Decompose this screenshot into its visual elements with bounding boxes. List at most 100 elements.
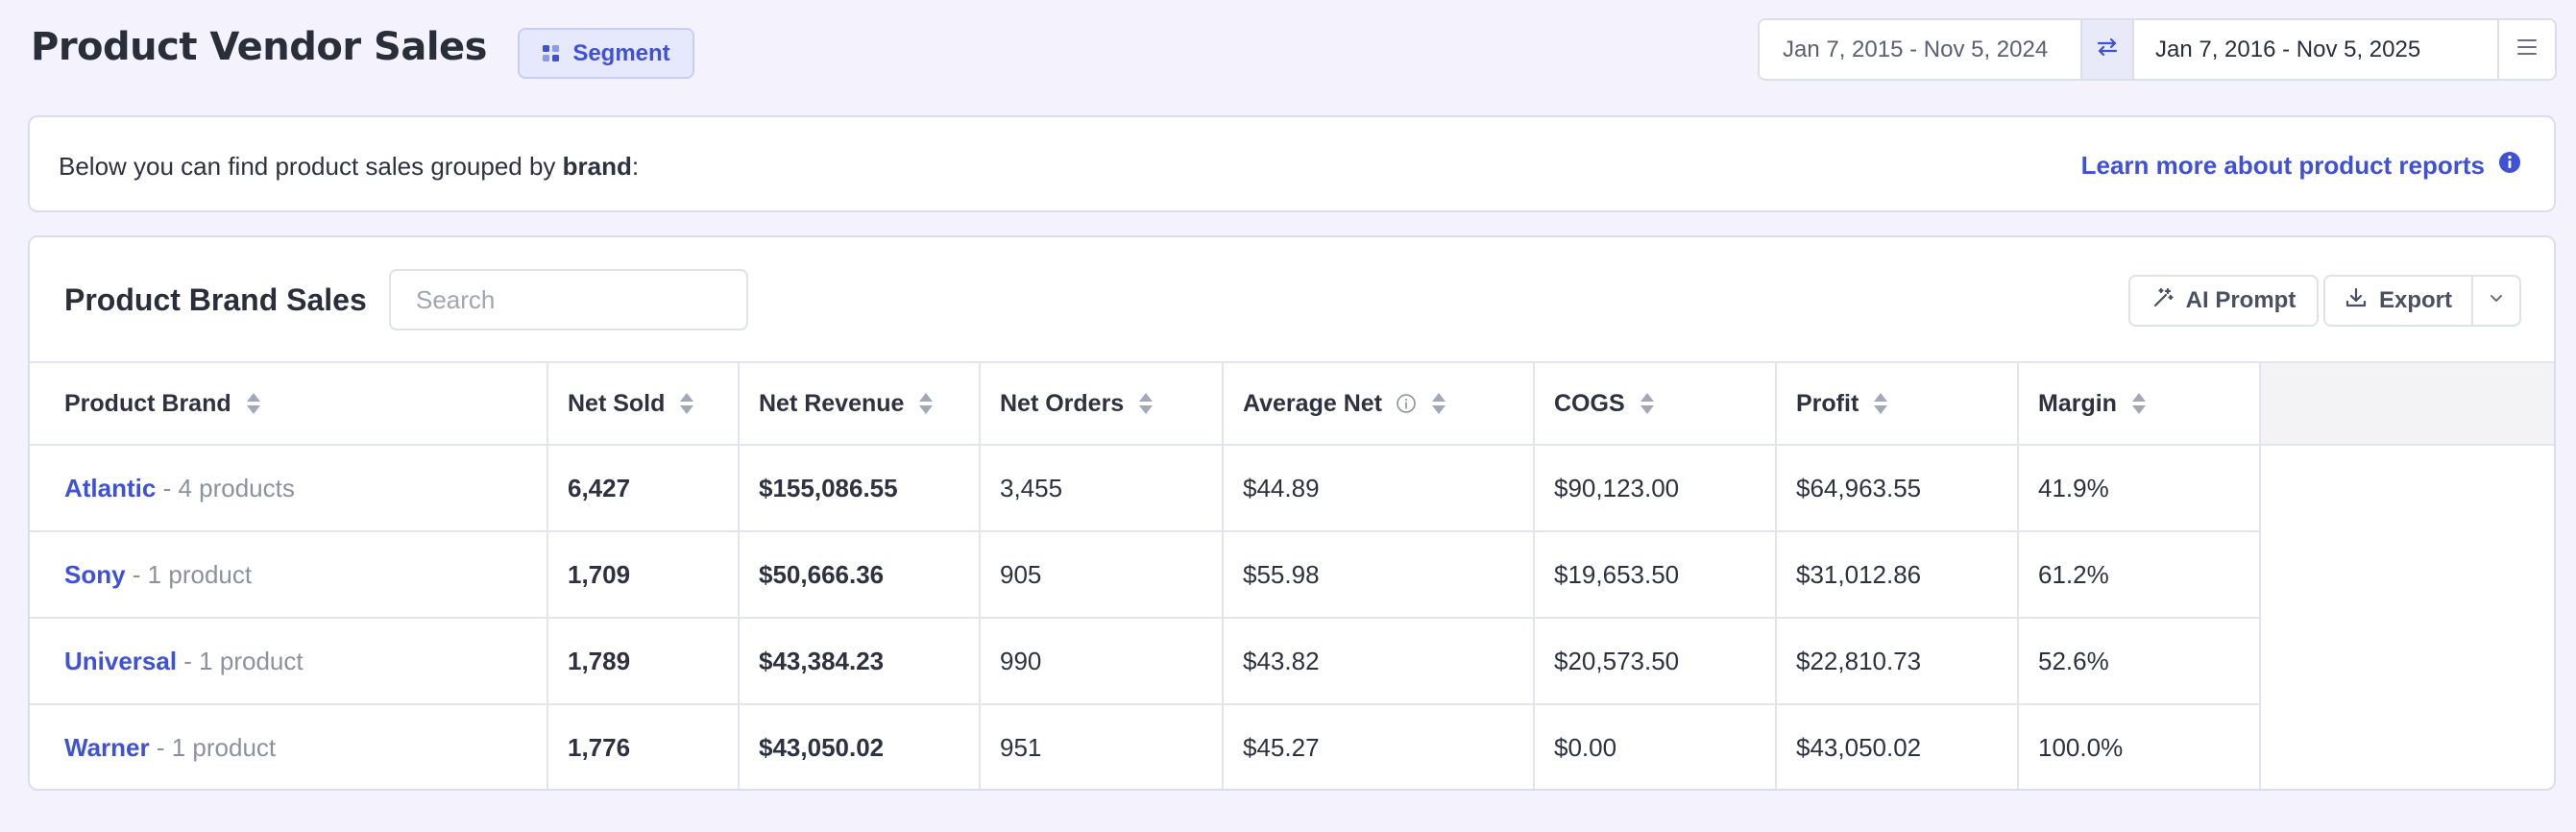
brand-sales-table: Product Brand Net Sold Net Revenue Net Orde… — [30, 361, 2261, 789]
cell-net-revenue: $43,050.02 — [739, 704, 981, 789]
sort-icon[interactable] — [1430, 391, 1447, 416]
column-label: Product Brand — [64, 389, 231, 417]
cell-margin: 52.6% — [2018, 618, 2261, 705]
cell-product-brand: Warner - 1 product — [30, 704, 548, 789]
export-label: Export — [2378, 287, 2452, 313]
export-options-dropdown[interactable] — [2471, 277, 2519, 325]
column-header-net-revenue[interactable]: Net Revenue — [739, 361, 981, 446]
brand-link[interactable]: Universal — [64, 646, 178, 675]
hamburger-menu-icon — [2516, 37, 2538, 61]
column-label: Profit — [1796, 389, 1859, 417]
info-circle-icon[interactable] — [1396, 393, 1417, 414]
info-banner: Below you can find product sales grouped… — [28, 115, 2556, 212]
column-label: Net Orders — [1000, 389, 1125, 417]
column-label: Margin — [2038, 389, 2117, 417]
cell-net-sold: 1,776 — [547, 704, 740, 789]
cell-net-sold: 1,709 — [547, 531, 740, 619]
brand-link[interactable]: Sony — [64, 559, 126, 589]
brand-product-count: - 1 product — [177, 646, 304, 675]
sort-icon[interactable] — [245, 391, 262, 416]
cell-net-orders: 990 — [980, 618, 1224, 705]
column-header-net-sold[interactable]: Net Sold — [547, 361, 740, 446]
ai-prompt-button[interactable]: AI Prompt — [2128, 275, 2319, 327]
column-header-product-brand[interactable]: Product Brand — [30, 361, 548, 446]
compare-date-range[interactable]: Jan 7, 2015 - Nov 5, 2024 — [1760, 20, 2080, 79]
segment-label: Segment — [572, 39, 670, 66]
brand-product-count: - 4 products — [156, 473, 295, 502]
column-label: Average Net — [1243, 389, 1382, 417]
brand-product-count: - 1 product — [149, 732, 277, 762]
brand-product-count: - 1 product — [125, 559, 253, 589]
segment-icon — [542, 44, 561, 63]
cell-average-net: $55.98 — [1223, 531, 1535, 619]
cell-margin: 100.0% — [2018, 704, 2261, 789]
info-text-prefix: Below you can find product sales grouped… — [59, 152, 563, 181]
sort-icon[interactable] — [1137, 391, 1154, 416]
cell-net-orders: 3,455 — [980, 445, 1224, 532]
column-label: Net Sold — [568, 389, 666, 417]
cell-margin: 41.9% — [2018, 445, 2261, 532]
export-button[interactable]: Export — [2325, 277, 2471, 325]
cell-net-revenue: $155,086.55 — [739, 445, 981, 532]
table-row: Universal - 1 product 1,789 $43,384.23 990 $… — [30, 618, 2261, 705]
cell-net-revenue: $50,666.36 — [739, 531, 981, 619]
column-header-net-orders[interactable]: Net Orders — [980, 361, 1224, 446]
brand-link[interactable]: Atlantic — [64, 473, 157, 502]
cell-product-brand: Sony - 1 product — [30, 531, 548, 619]
download-icon — [2345, 286, 2368, 316]
export-button-group: Export — [2323, 275, 2521, 327]
cell-cogs: $90,123.00 — [1534, 445, 1777, 532]
chevron-down-icon — [2488, 292, 2505, 309]
cell-product-brand: Atlantic - 4 products — [30, 445, 548, 532]
current-date-range[interactable]: Jan 7, 2016 - Nov 5, 2025 — [2155, 36, 2421, 62]
swap-dates-button[interactable] — [2080, 20, 2134, 79]
page-title: Product Vendor Sales — [31, 25, 487, 69]
cell-profit: $64,963.55 — [1776, 445, 2019, 532]
column-header-cogs[interactable]: COGS — [1534, 361, 1777, 446]
table-row: Warner - 1 product 1,776 $43,050.02 951 $45.… — [30, 704, 2261, 789]
learn-more-label: Learn more about product reports — [2080, 151, 2485, 180]
header-filler — [2260, 361, 2554, 446]
cell-average-net: $44.89 — [1223, 445, 1535, 532]
cell-net-orders: 951 — [980, 704, 1224, 789]
sort-icon[interactable] — [2130, 391, 2148, 416]
table-header-row: Product Brand Net Sold Net Revenue Net Orde… — [30, 361, 2261, 446]
sort-icon[interactable] — [917, 391, 935, 416]
cell-average-net: $45.27 — [1223, 704, 1535, 789]
brand-sales-card: Product Brand Sales AI Prompt Export — [28, 235, 2556, 791]
cell-net-sold: 6,427 — [547, 445, 740, 532]
sort-icon[interactable] — [678, 391, 695, 416]
sort-icon[interactable] — [1872, 391, 1889, 416]
segment-button[interactable]: Segment — [518, 28, 694, 79]
info-circle-icon — [2498, 151, 2521, 181]
column-label: COGS — [1554, 389, 1625, 417]
sort-icon[interactable] — [1639, 391, 1656, 416]
date-range-picker: Jan 7, 2015 - Nov 5, 2024 Jan 7, 2016 - … — [1758, 18, 2557, 81]
cell-profit: $43,050.02 — [1776, 704, 2019, 789]
column-header-average-net[interactable]: Average Net — [1223, 361, 1535, 446]
cell-net-revenue: $43,384.23 — [739, 618, 981, 705]
options-menu-button[interactable] — [2497, 20, 2555, 79]
cell-profit: $22,810.73 — [1776, 618, 2019, 705]
cell-net-orders: 905 — [980, 531, 1224, 619]
column-label: Net Revenue — [759, 389, 905, 417]
table-row: Sony - 1 product 1,709 $50,666.36 905 $55.98… — [30, 531, 2261, 619]
info-text-grouping: brand — [562, 152, 632, 181]
cell-product-brand: Universal - 1 product — [30, 618, 548, 705]
column-header-profit[interactable]: Profit — [1776, 361, 2019, 446]
cell-net-sold: 1,789 — [547, 618, 740, 705]
column-header-margin[interactable]: Margin — [2018, 361, 2261, 446]
learn-more-link[interactable]: Learn more about product reports — [2081, 151, 2521, 181]
cell-cogs: $19,653.50 — [1534, 531, 1777, 619]
card-title: Product Brand Sales — [64, 282, 367, 317]
magic-wand-icon — [2151, 286, 2175, 316]
ai-prompt-label: AI Prompt — [2185, 287, 2297, 313]
table-row: Atlantic - 4 products 6,427 $155,086.55 3,4… — [30, 445, 2261, 532]
swap-arrows-icon — [2096, 36, 2119, 63]
cell-average-net: $43.82 — [1223, 618, 1535, 705]
info-text-suffix: : — [631, 152, 640, 181]
cell-margin: 61.2% — [2018, 531, 2261, 619]
search-input[interactable] — [389, 269, 748, 330]
cell-profit: $31,012.86 — [1776, 531, 2019, 619]
brand-link[interactable]: Warner — [64, 732, 150, 762]
